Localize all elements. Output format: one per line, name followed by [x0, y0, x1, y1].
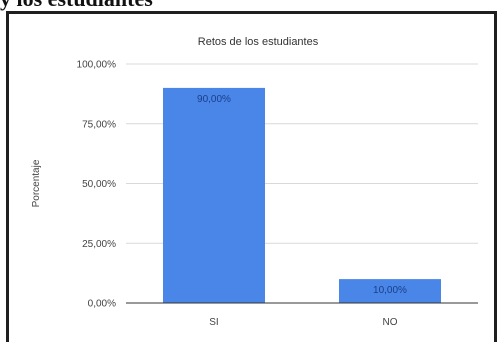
x-tick-label: NO	[383, 317, 398, 328]
y-axis-label: Porcentaje	[31, 159, 42, 207]
bar-si	[163, 88, 265, 303]
bars: 90,00% 10,00%	[163, 88, 441, 303]
data-label: 90,00%	[197, 94, 231, 105]
y-tick-label: 100,00%	[77, 60, 117, 71]
y-tick-label: 75,00%	[82, 119, 116, 130]
data-label: 10,00%	[373, 285, 407, 296]
y-tick-label: 50,00%	[82, 179, 116, 190]
y-tick-label: 25,00%	[82, 239, 116, 250]
x-tick-label: SI	[209, 317, 218, 328]
y-tick-label: 0,00%	[88, 299, 116, 310]
x-tick-labels: SI NO	[209, 317, 397, 328]
chart-title: Retos de los estudiantes	[198, 36, 319, 48]
y-tick-labels: 0,00% 25,00% 50,00% 75,00% 100,00%	[77, 60, 117, 310]
